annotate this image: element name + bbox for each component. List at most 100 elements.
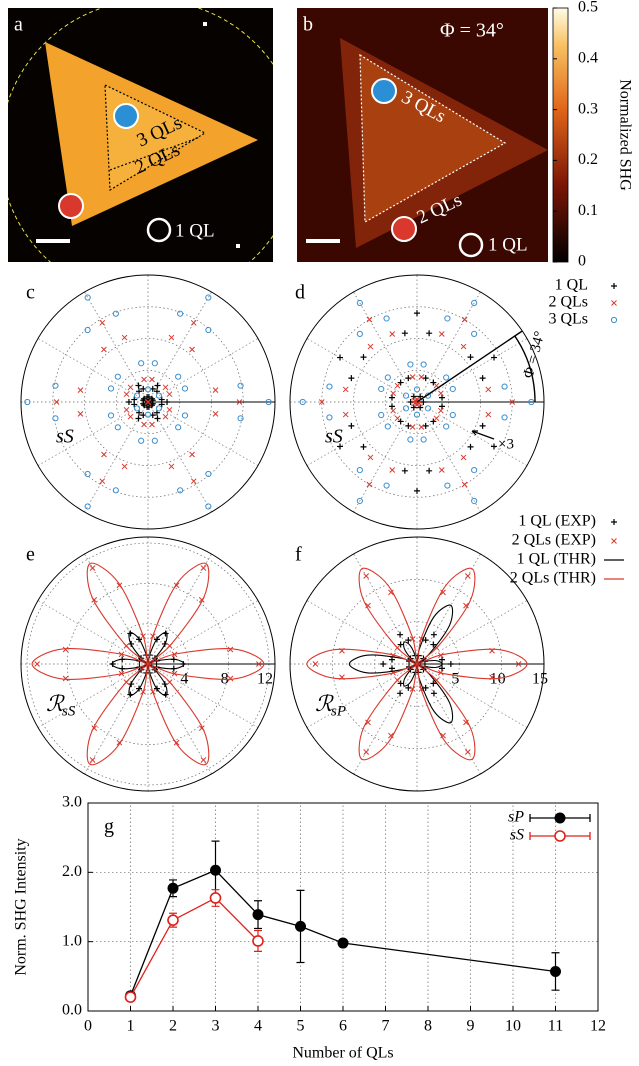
marker-plus	[360, 444, 366, 450]
marker-circle	[134, 393, 139, 398]
marker-cross	[419, 374, 424, 379]
marker-plus	[348, 423, 354, 429]
marker-plus	[491, 355, 497, 361]
panel-label: b	[303, 14, 313, 36]
marker-cross	[461, 344, 466, 349]
marker-circle	[357, 468, 362, 473]
marker-plus	[402, 468, 408, 474]
colorbar	[553, 8, 568, 262]
marker-cross	[364, 749, 369, 754]
marker-cross	[128, 414, 133, 419]
marker-plus	[155, 383, 161, 389]
marker-cross	[142, 422, 147, 427]
y-tick-label: 0.0	[62, 1002, 82, 1019]
x-tick-label: 0	[84, 1018, 92, 1035]
marker-circle	[108, 386, 113, 391]
marker-plus	[164, 399, 170, 405]
marker-cross	[191, 479, 196, 484]
marker-plus	[135, 383, 141, 389]
marker-cross	[78, 388, 83, 393]
marker-circle	[182, 413, 187, 418]
marker-cross	[90, 565, 95, 570]
marker-cross	[390, 331, 395, 336]
marker-circle	[53, 416, 58, 421]
marker-cross	[122, 335, 127, 340]
marker-circle	[444, 375, 449, 380]
marker-circle	[134, 406, 139, 411]
marker-circle	[385, 375, 390, 380]
marker-cross	[100, 320, 105, 325]
y-tick-label: 2.0	[62, 863, 82, 880]
marker-filled-circle	[550, 966, 561, 977]
legend-label: 2 QLs (EXP)	[512, 532, 596, 549]
marker-plus	[380, 661, 386, 667]
marker-circle	[379, 386, 384, 391]
marker-plus	[131, 401, 137, 407]
marker-circle	[206, 504, 211, 509]
x-tick-label: 8	[424, 1018, 432, 1035]
legend-label: sP	[508, 809, 524, 826]
marker-cross	[90, 758, 95, 763]
marker-circle	[152, 361, 157, 366]
marker-cross	[101, 347, 106, 352]
page: {"chart_data": [ {"type": "image", "pane…	[0, 0, 639, 1066]
marker-cross	[78, 411, 83, 416]
marker-plus	[423, 423, 429, 429]
panel-label: d	[295, 282, 305, 304]
marker-open-circle	[126, 992, 136, 1002]
marker-plus	[431, 690, 437, 696]
marker-circle	[472, 331, 477, 336]
marker-circle	[408, 437, 413, 442]
marker-circle	[327, 415, 332, 420]
arrow	[472, 431, 494, 439]
marker-circle	[178, 311, 183, 316]
marker-circle	[327, 384, 332, 389]
legend-label: 2 QLs (THR)	[510, 570, 596, 587]
marker-circle	[611, 317, 616, 322]
marker-circle	[115, 374, 120, 379]
marker-cross	[228, 647, 233, 652]
marker-filled-circle	[338, 938, 349, 949]
marker-plus	[448, 661, 454, 667]
colorbar-label: Normalized SHG	[616, 79, 633, 191]
legend-label: sS	[510, 827, 524, 844]
marker-plus	[389, 395, 395, 401]
panel-label: g	[104, 816, 114, 838]
marker-cross	[149, 377, 154, 382]
marker-cross	[438, 408, 443, 413]
marker-cross	[462, 317, 467, 322]
region-label: 1 QL	[488, 234, 528, 255]
marker-circle	[85, 295, 90, 300]
marker-plus	[405, 423, 411, 429]
angle-annotation: Φ = 34°	[440, 20, 504, 42]
marker-cross	[367, 482, 372, 487]
marker-cross	[395, 416, 400, 421]
marker-cross	[190, 452, 195, 457]
x-tick-label: 4	[254, 1018, 262, 1035]
marker-plus	[491, 443, 497, 449]
marker-plus	[439, 395, 445, 401]
marker-filled-circle	[555, 813, 566, 824]
legend-label: 1 QL (THR)	[517, 551, 596, 568]
marker-cross	[410, 374, 415, 379]
y-tick-label: 3.0	[62, 794, 82, 811]
marker-plus	[480, 423, 486, 429]
marker-circle	[450, 386, 455, 391]
marker-circle	[445, 316, 450, 321]
marker-circle	[384, 483, 389, 488]
marker-cross	[368, 455, 373, 460]
marker-cross	[367, 317, 372, 322]
marker-cross	[101, 452, 106, 457]
marker-plus	[431, 632, 437, 638]
marker-circle	[178, 488, 183, 493]
x-tick-label: 6	[339, 1018, 347, 1035]
x-tick-label: 10	[505, 1018, 521, 1035]
marker-plus	[402, 330, 408, 336]
marker-plus	[348, 375, 354, 381]
marker-cross	[439, 468, 444, 473]
marker-plus	[397, 690, 403, 696]
plot-label: sS	[56, 426, 74, 448]
marker-cross	[313, 662, 318, 667]
marker-cross	[163, 385, 168, 390]
marker-circle	[108, 413, 113, 418]
